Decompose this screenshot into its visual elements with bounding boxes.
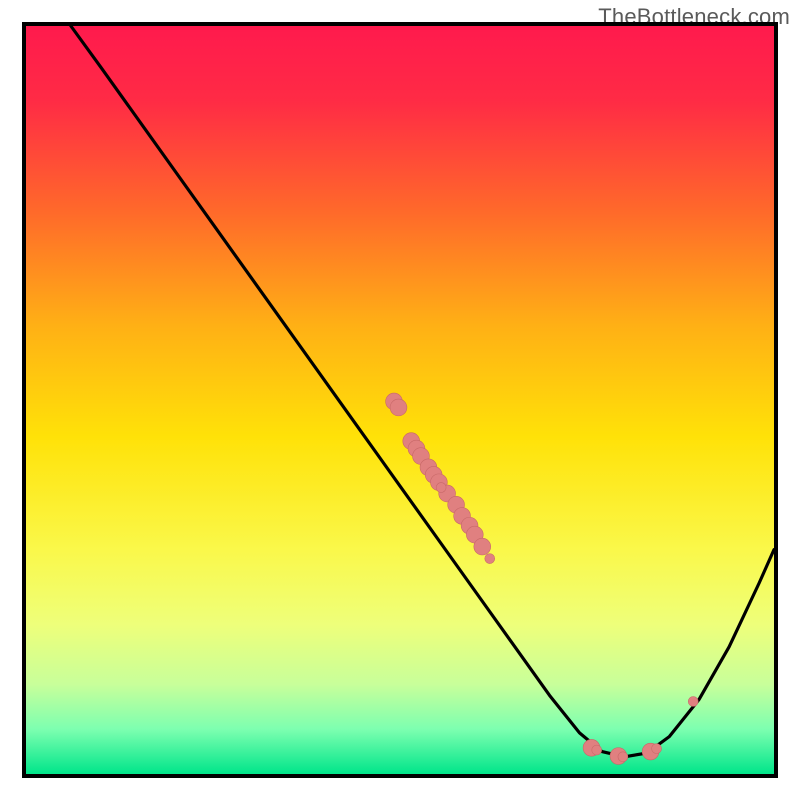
chart-plot-area [22,22,778,778]
data-marker [592,745,602,755]
data-marker [688,696,698,706]
data-marker [485,554,495,564]
chart-curve-layer [26,26,774,774]
bottleneck-curve [71,26,774,757]
data-marker [618,752,628,762]
data-marker [436,483,446,493]
data-markers-group [386,393,699,764]
data-marker [652,744,662,754]
data-marker [474,538,491,555]
data-marker [390,399,407,416]
